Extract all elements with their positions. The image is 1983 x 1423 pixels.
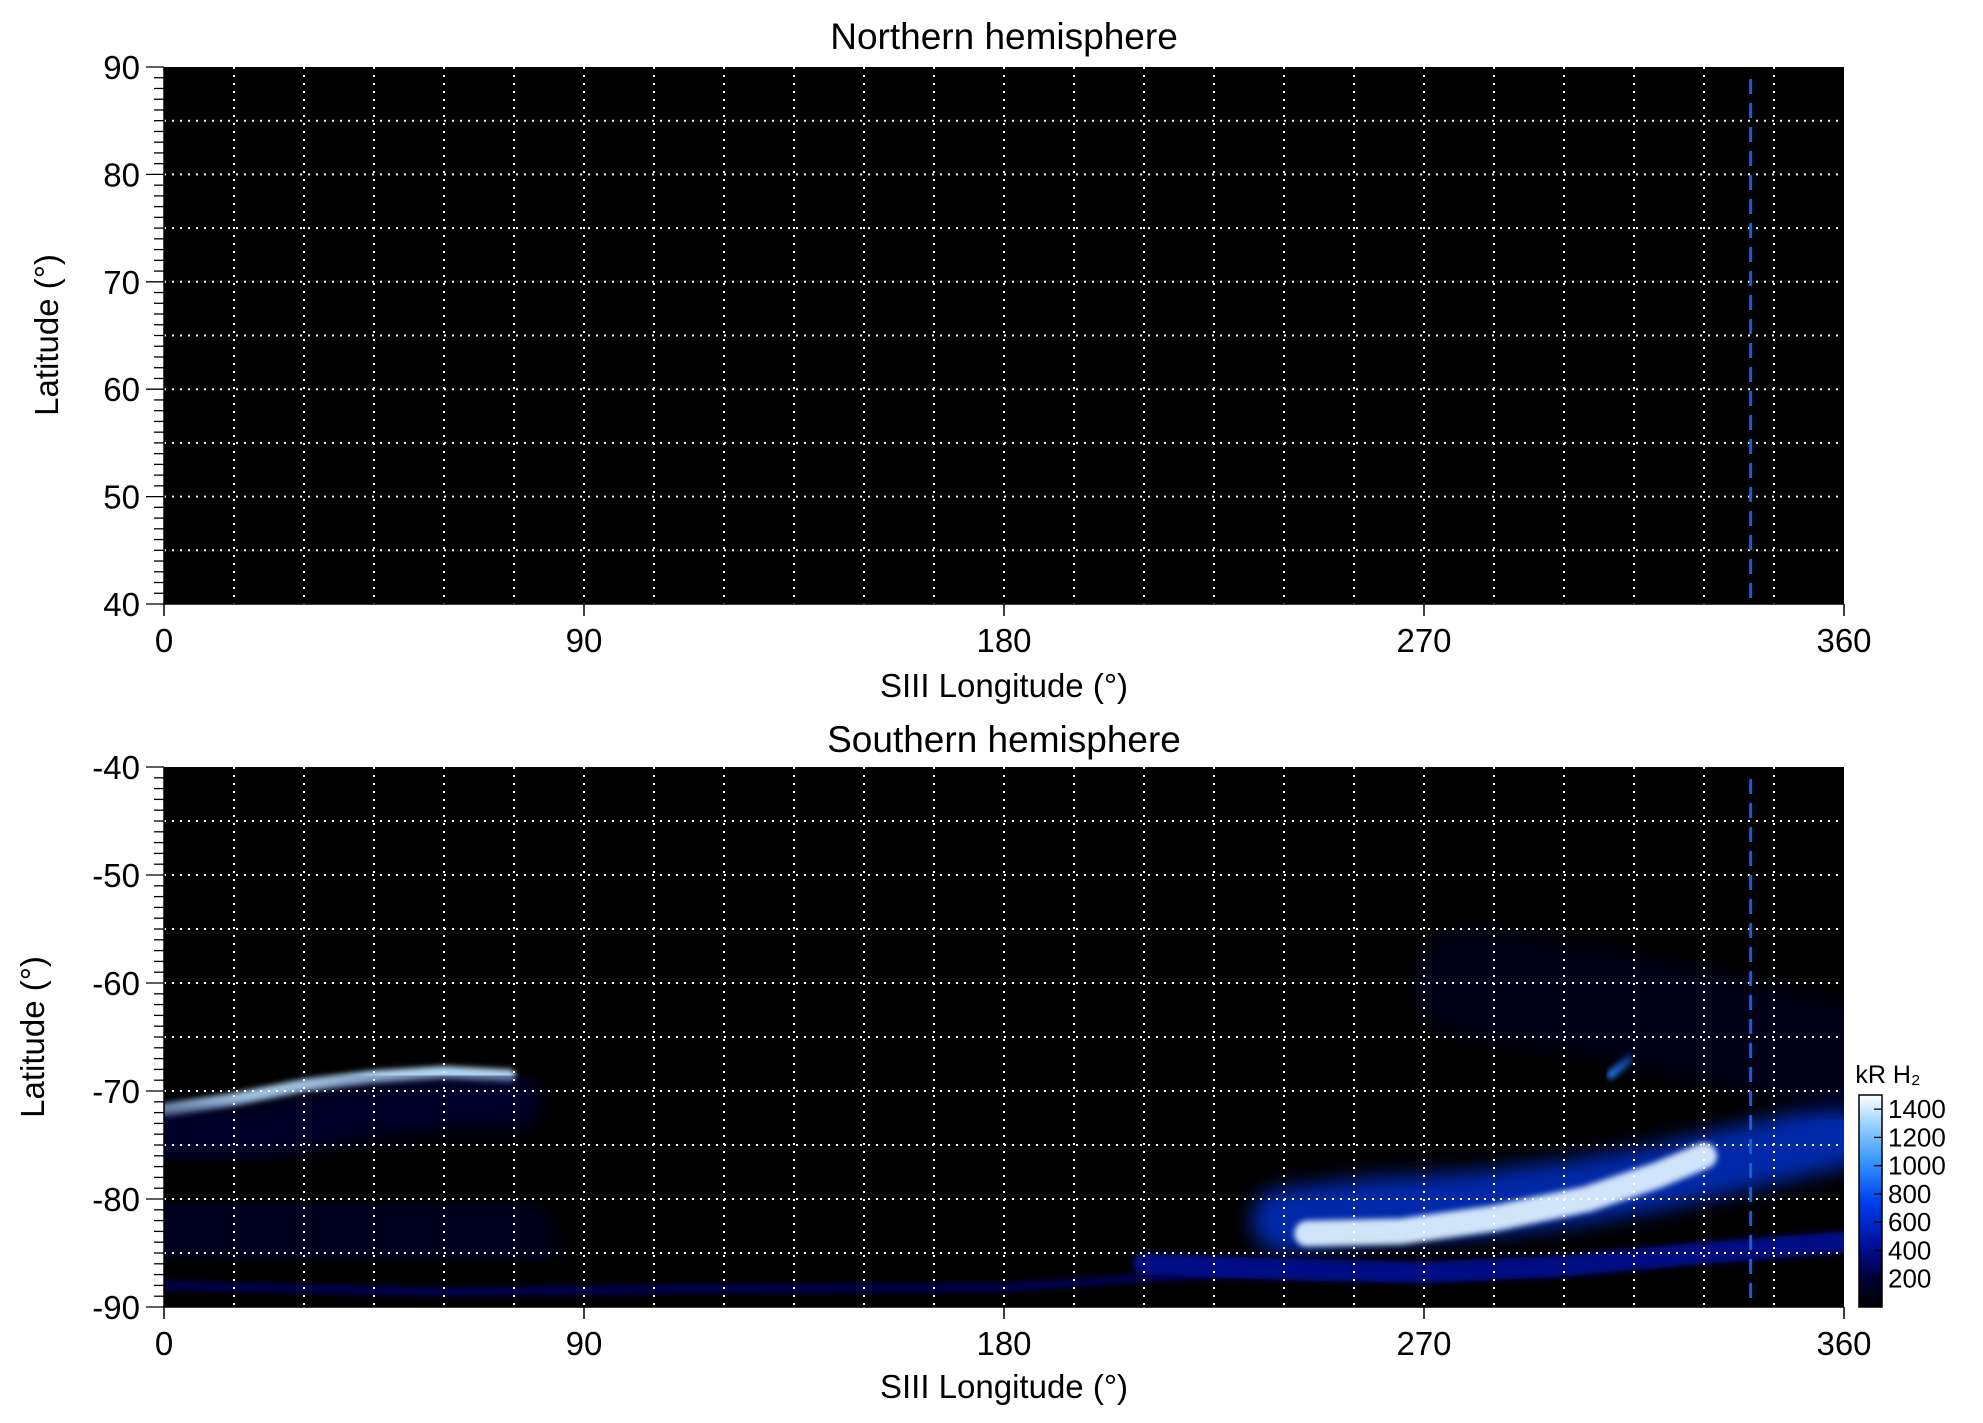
colorbar-tick-label: 1000 — [1888, 1151, 1946, 1181]
x-axis-label: SIII Longitude (°) — [880, 667, 1128, 704]
y-axis: 40 50 60 70 80 90 — [103, 49, 165, 623]
x-tick-label: 270 — [1396, 622, 1451, 659]
colorbar-tick-label: 800 — [1888, 1179, 1931, 1209]
grid-layer — [164, 67, 1844, 604]
panel-northern: Northern hemisphere 40 50 60 70 80 90 0 90 180 2… — [28, 16, 1872, 704]
y-tick-label: 60 — [103, 371, 140, 408]
y-axis: -40 -50 -60 -70 -80 -90 — [92, 749, 165, 1326]
y-tick-label: 80 — [103, 156, 140, 193]
colorbar-tick-label: 400 — [1888, 1235, 1931, 1265]
y-axis-label: Latitude (°) — [28, 254, 65, 416]
emission-diffuse-region-0-75 — [164, 1074, 541, 1162]
colorbar-tick-label: 200 — [1888, 1264, 1931, 1294]
panel-title: Northern hemisphere — [830, 16, 1178, 57]
y-tick-label: 70 — [103, 264, 140, 301]
y-tick-label: -60 — [92, 965, 140, 1002]
emission-equatorward-streaks — [1133, 1231, 1844, 1284]
colorbar-tick-label: 1200 — [1888, 1122, 1946, 1152]
x-axis: 0 90 180 270 360 — [155, 603, 1872, 659]
y-tick-label: -70 — [92, 1073, 140, 1110]
y-tick-label: 40 — [103, 586, 140, 623]
x-tick-label: 0 — [155, 622, 173, 659]
y-tick-label: -90 — [92, 1289, 140, 1326]
panel-southern: Southern hemisphere -40 -50 -60 -70 -80 -90 0… — [14, 719, 1872, 1405]
x-tick-label: 180 — [976, 1325, 1031, 1362]
colorbar-tick-label: 600 — [1888, 1207, 1931, 1237]
emission-bright-arc-west — [164, 1066, 516, 1117]
y-tick-label: -40 — [92, 749, 140, 786]
x-axis-label: SIII Longitude (°) — [880, 1368, 1128, 1405]
y-axis-label: Latitude (°) — [14, 956, 51, 1118]
x-tick-label: 90 — [566, 622, 603, 659]
x-axis: 0 90 180 270 360 — [155, 1306, 1872, 1362]
y-tick-label: -80 — [92, 1181, 140, 1218]
colorbar-ramp — [1858, 1094, 1883, 1308]
colorbar-title: kR H₂ — [1855, 1061, 1920, 1089]
panel-title: Southern hemisphere — [827, 719, 1181, 760]
x-tick-label: 270 — [1396, 1325, 1451, 1362]
x-tick-label: 180 — [976, 622, 1031, 659]
emission-dim-band-0-75-high-lat — [164, 1177, 558, 1286]
colorbar-tick-label: 1400 — [1888, 1094, 1946, 1124]
x-tick-label: 360 — [1816, 1325, 1871, 1362]
grid-layer — [164, 767, 1844, 1307]
emission-layer — [164, 929, 1844, 1297]
x-tick-label: 0 — [155, 1325, 173, 1362]
y-tick-label: 50 — [103, 479, 140, 516]
y-tick-label: -50 — [92, 857, 140, 894]
x-tick-label: 360 — [1816, 622, 1871, 659]
emission-dim-emission-east — [1416, 929, 1844, 1113]
emission-main-oval-east-core — [1294, 1142, 1717, 1247]
y-tick-label: 90 — [103, 49, 140, 86]
x-tick-label: 90 — [566, 1325, 603, 1362]
